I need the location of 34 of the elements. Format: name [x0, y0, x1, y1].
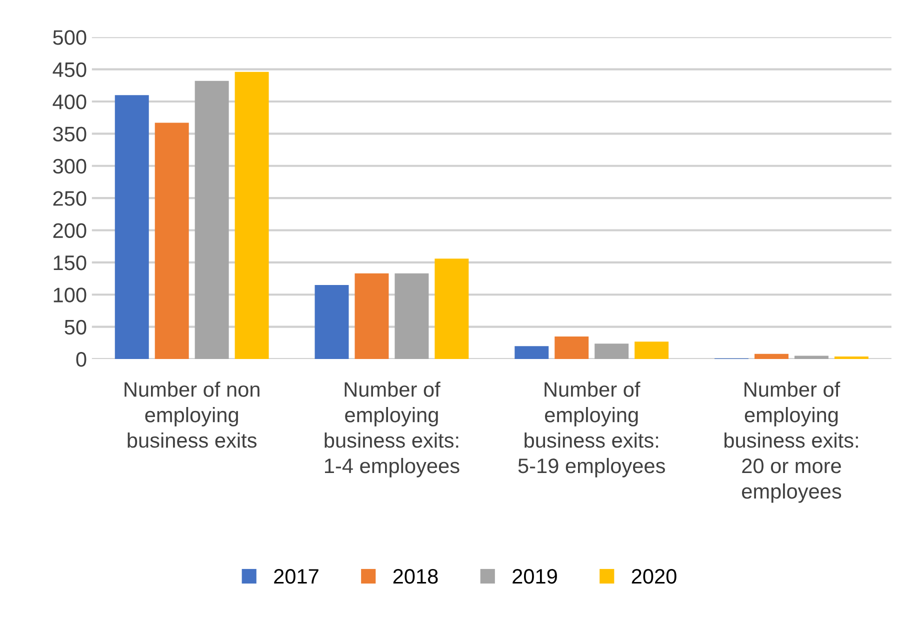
bar [554, 336, 589, 360]
bar [194, 80, 229, 360]
bar [434, 258, 469, 360]
bar [354, 273, 389, 360]
y-tick-label: 450 [52, 62, 86, 78]
bar [234, 72, 269, 360]
y-tick-label: 300 [53, 158, 86, 174]
legend-label: 2020 [632, 569, 676, 584]
bar [794, 356, 828, 360]
y-tick-label: 150 [54, 255, 86, 270]
y-tick-label: 400 [52, 94, 86, 110]
y-tick-label: 100 [54, 288, 86, 302]
y-tick-label: 50 [64, 320, 86, 335]
legend-label: 2018 [393, 569, 438, 584]
bar [594, 344, 629, 360]
bar [754, 354, 788, 360]
bar [514, 346, 549, 360]
bar [394, 273, 429, 360]
x-tick-label: Number of employing business exits: 1-4 employees [324, 382, 460, 478]
bar [314, 284, 349, 360]
bar [834, 356, 868, 360]
y-tick-label: 500 [53, 30, 86, 45]
legend-label: 2019 [512, 569, 557, 584]
bar [114, 95, 149, 360]
y-tick-label: 350 [53, 126, 86, 142]
y-tick-label: 0 [76, 352, 86, 367]
y-tick-label: 250 [53, 191, 86, 206]
x-tick-label: Number of employing business exits: 5-19 employees [518, 382, 665, 478]
bar [154, 122, 189, 360]
x-tick-label: Number of non employing business exits [124, 382, 260, 448]
legend-label: 2017 [274, 569, 318, 584]
x-tick-label: Number of employing business exits: 20 or more employees [724, 382, 858, 503]
bar [634, 342, 669, 360]
y-tick-label: 200 [53, 223, 86, 238]
